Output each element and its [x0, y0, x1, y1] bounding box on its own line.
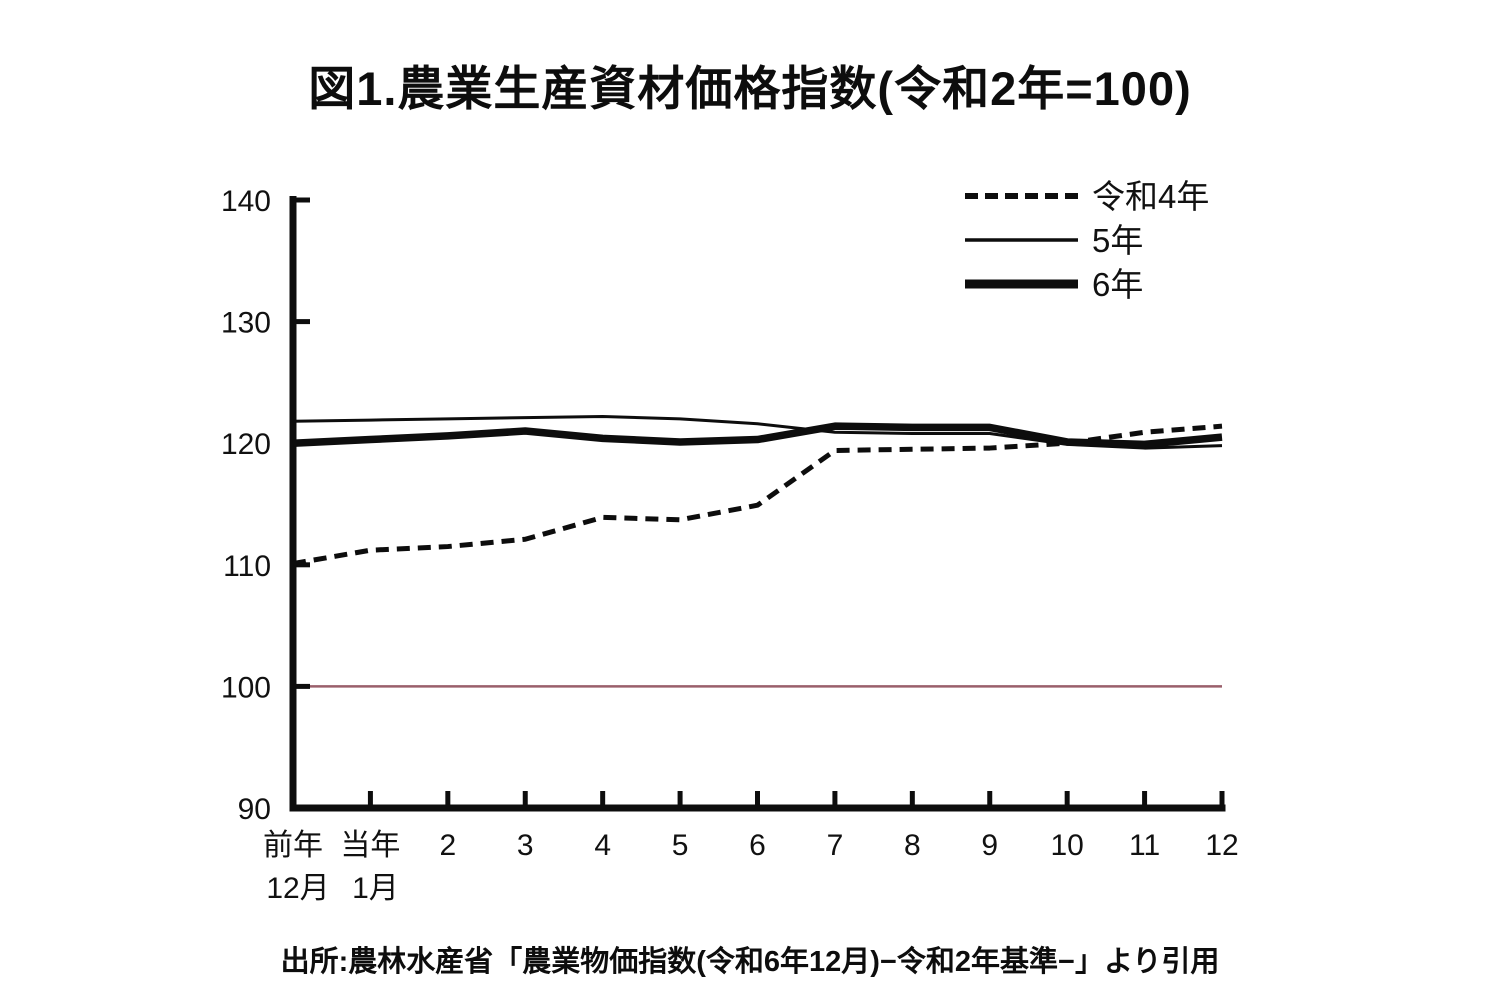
- x-axis-label: 12: [1205, 829, 1238, 862]
- y-axis-label: 110: [223, 550, 271, 583]
- series-line-dashed: [292, 423, 1223, 567]
- y-axis-label: 140: [221, 185, 271, 218]
- y-axis-label: 130: [221, 307, 271, 340]
- legend-label-1: 5年: [1092, 222, 1143, 259]
- x-axis-label: 8: [904, 829, 921, 862]
- x-axis-label: 3: [517, 829, 534, 862]
- x-axis-label: 6: [749, 829, 766, 862]
- x-axis-label: 5: [672, 829, 689, 862]
- x-axis-label: 9: [981, 829, 998, 862]
- y-axis-label: 90: [238, 793, 271, 826]
- source-note: 出所:農林水産省「農業物価指数(令和6年12月)−令和2年基準−」より引用: [280, 946, 1220, 978]
- legend-label-0: 令和4年: [1092, 178, 1209, 215]
- x-axis-label: 前年: [263, 829, 323, 862]
- y-axis-label: 120: [221, 428, 271, 461]
- x-axis-label: 10: [1050, 829, 1083, 862]
- series-line-thick: [292, 422, 1223, 449]
- x-axis-sublabel: 1月: [352, 872, 399, 905]
- chart-title: 図1.農業生産資材価格指数(令和2年=100): [308, 62, 1192, 115]
- y-axis-label: 100: [221, 671, 271, 704]
- x-axis-sublabel: 12月: [266, 872, 329, 905]
- x-axis-label: 2: [439, 829, 456, 862]
- x-axis-label: 11: [1129, 829, 1160, 862]
- x-axis-label: 当年: [340, 829, 400, 862]
- legend-label-2: 6年: [1092, 266, 1143, 303]
- x-axis-label: 4: [594, 829, 611, 862]
- x-axis-label: 7: [827, 829, 844, 862]
